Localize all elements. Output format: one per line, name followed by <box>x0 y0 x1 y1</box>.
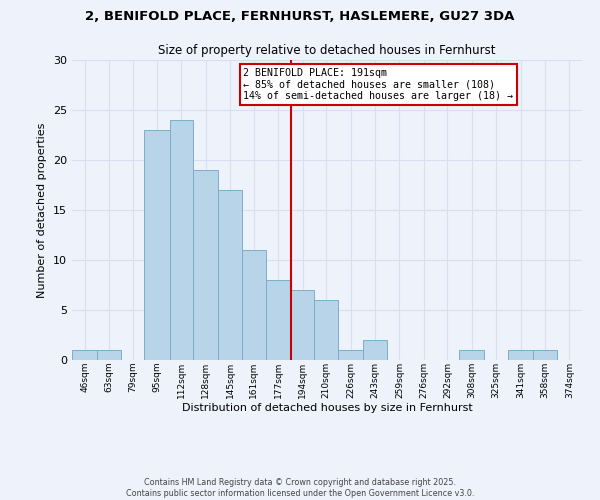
Bar <box>291 290 314 360</box>
Bar <box>266 280 291 360</box>
Bar <box>97 350 121 360</box>
Bar <box>242 250 266 360</box>
Bar <box>338 350 363 360</box>
Title: Size of property relative to detached houses in Fernhurst: Size of property relative to detached ho… <box>158 44 496 58</box>
Bar <box>314 300 338 360</box>
Text: Contains HM Land Registry data © Crown copyright and database right 2025.
Contai: Contains HM Land Registry data © Crown c… <box>126 478 474 498</box>
Bar <box>363 340 387 360</box>
Bar <box>460 350 484 360</box>
Bar <box>170 120 193 360</box>
Bar <box>218 190 242 360</box>
Bar <box>533 350 557 360</box>
Bar <box>145 130 170 360</box>
Bar <box>193 170 218 360</box>
Bar <box>508 350 533 360</box>
Bar <box>72 350 97 360</box>
Text: 2, BENIFOLD PLACE, FERNHURST, HASLEMERE, GU27 3DA: 2, BENIFOLD PLACE, FERNHURST, HASLEMERE,… <box>85 10 515 23</box>
X-axis label: Distribution of detached houses by size in Fernhurst: Distribution of detached houses by size … <box>182 404 472 413</box>
Y-axis label: Number of detached properties: Number of detached properties <box>37 122 47 298</box>
Text: 2 BENIFOLD PLACE: 191sqm
← 85% of detached houses are smaller (108)
14% of semi-: 2 BENIFOLD PLACE: 191sqm ← 85% of detach… <box>244 68 514 101</box>
